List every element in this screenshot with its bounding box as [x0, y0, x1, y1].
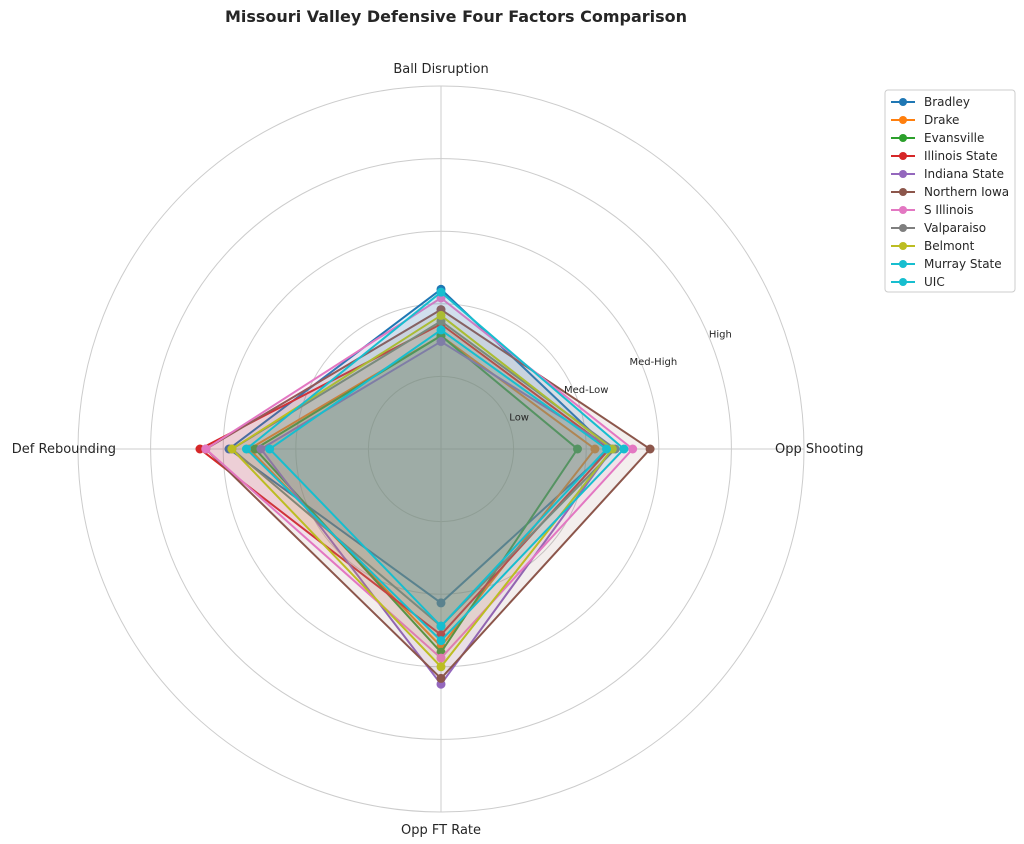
legend-marker [899, 224, 907, 232]
legend-label: Indiana State [924, 167, 1004, 181]
legend-item: Drake [891, 113, 959, 127]
legend-label: UIC [924, 275, 945, 289]
legend-item: UIC [891, 275, 945, 289]
legend-label: Evansville [924, 131, 984, 145]
legend-label: S Illinois [924, 203, 974, 217]
axis-label: Opp Shooting [775, 442, 863, 457]
data-point [241, 444, 251, 454]
data-point [265, 444, 275, 454]
chart-title: Missouri Valley Defensive Four Factors C… [225, 7, 687, 26]
legend-marker [899, 116, 907, 124]
data-point [436, 598, 446, 608]
data-point [436, 621, 446, 631]
data-point [645, 444, 655, 454]
data-point [619, 444, 629, 454]
legend-label: Drake [924, 113, 959, 127]
legend-marker [899, 206, 907, 214]
legend-item: Bradley [891, 95, 970, 109]
legend-item: Evansville [891, 131, 984, 145]
data-point [436, 310, 446, 320]
data-point [256, 444, 266, 454]
legend-marker [899, 260, 907, 268]
legend-item: Murray State [891, 257, 1002, 271]
axis-label: Def Rebounding [12, 442, 116, 457]
legend-label: Bradley [924, 95, 970, 109]
legend-marker [899, 152, 907, 160]
legend-marker [899, 188, 907, 196]
radial-tick-label: High [709, 329, 732, 340]
data-point [436, 337, 446, 347]
data-point [436, 662, 446, 672]
radial-tick-label: Med-High [629, 357, 677, 368]
data-point [436, 287, 446, 297]
legend-marker [899, 98, 907, 106]
series-uic [265, 325, 612, 631]
legend-item: Illinois State [891, 149, 998, 163]
data-point [436, 673, 446, 683]
legend-marker [899, 242, 907, 250]
series-s-illinois [201, 293, 638, 663]
data-point [436, 653, 446, 663]
legend-label: Belmont [924, 239, 975, 253]
data-point [628, 444, 638, 454]
series-northern-iowa [201, 305, 655, 683]
legend-label: Valparaiso [924, 221, 986, 235]
axis-label: Opp FT Rate [401, 823, 481, 838]
series-murray-state [241, 287, 629, 646]
legend-item: S Illinois [891, 203, 974, 217]
data-point [227, 444, 237, 454]
legend-label: Murray State [924, 257, 1002, 271]
legend-marker [899, 278, 907, 286]
data-point [436, 636, 446, 646]
legend-item: Northern Iowa [891, 185, 1009, 199]
radial-tick-label: Med-Low [564, 385, 608, 396]
data-point [590, 444, 600, 454]
legend-label: Illinois State [924, 149, 998, 163]
data-point [201, 444, 211, 454]
data-point [602, 444, 612, 454]
data-point [436, 325, 446, 335]
axis-label: Ball Disruption [393, 62, 488, 77]
legend-marker [899, 170, 907, 178]
radial-tick-label: Low [509, 413, 529, 424]
legend-item: Valparaiso [891, 221, 986, 235]
legend-box [884, 89, 1016, 293]
legend-item: Indiana State [891, 167, 1004, 181]
legend-item: Belmont [891, 239, 975, 253]
data-point [572, 444, 582, 454]
legend-label: Northern Iowa [924, 185, 1009, 199]
legend-marker [899, 134, 907, 142]
